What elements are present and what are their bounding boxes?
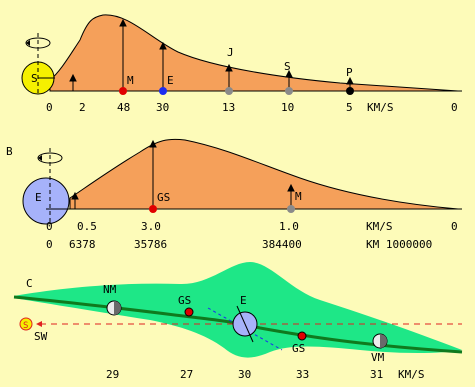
speed-arrows-b [71,139,295,209]
label-earth: E [240,294,247,307]
speed-arrows-a [69,18,354,91]
earth-label: E [35,191,42,204]
moon-dot [287,205,295,213]
speed-label: 30 [238,368,251,381]
panel-b: B E GS M 0 0.5 3.0 1.0 KM/S 0 0 6378 357… [6,138,462,251]
speed-unit: KM/S [398,368,425,381]
speed-label: 2 [79,101,86,114]
label-new-moon: NM [103,283,117,296]
planet-saturn-dot [285,87,293,95]
speed-label: 13 [222,101,235,114]
speed-label: 30 [156,101,169,114]
sun-symbol-letter: S [23,321,28,331]
planet-label-mercury: M [127,74,134,87]
speed-label: 33 [296,368,309,381]
planet-jupiter-dot [225,87,233,95]
origin-label-b: 0 [46,220,53,233]
planet-label-earth: E [167,74,174,87]
planet-earth-dot [159,87,167,95]
earth-tilt-line [236,305,254,343]
sun-symbol-icon [19,317,33,331]
planet-pluto-dot [346,87,354,95]
solar-wind-label: SW [34,330,48,343]
solar-wind-arrow [36,321,42,327]
panel-label-c: C [26,277,33,290]
distance-label: 384400 [262,238,302,251]
geostationary-dot-left [184,307,194,317]
planet-mercury-dot [119,87,127,95]
planet-label-saturn: S [284,60,291,73]
speed-label: 0 [451,101,458,114]
full-moon-shadow [380,334,387,348]
speed-label: 3.0 [141,220,161,233]
distance-label: 0 [46,238,53,251]
earth-circle [22,177,70,225]
new-moon-shadow [114,301,121,315]
label-gs-right: GS [292,342,305,355]
speed-curve-fill-a [49,14,459,92]
speed-label: 1.0 [279,220,299,233]
speed-label: 29 [106,368,119,381]
rotation-arrow-b [38,155,42,161]
speed-label: 0 [451,220,458,233]
speed-unit: KM/S [366,220,393,233]
magnetosphere-band [14,262,462,358]
point-label-gs: GS [157,191,170,204]
label-full-moon: VM [371,351,385,364]
point-label-moon: M [295,190,302,203]
panel-a: S M E J S P 0 2 48 30 13 10 5 KM/S 0 [21,14,462,114]
speed-label: 48 [117,101,130,114]
speed-unit: KM/S [367,101,394,114]
label-gs-left: GS [178,294,191,307]
speed-label: 5 [346,101,353,114]
speed-label: 27 [180,368,193,381]
planet-label-pluto: P [346,66,353,79]
speed-curve-fill-b [69,138,459,210]
rotation-arrow-a [26,40,30,46]
distance-label: 6378 [69,238,96,251]
panel-label-b: B [6,145,13,158]
origin-label-a: 0 [46,101,53,114]
speed-label: 10 [281,101,294,114]
planet-label-jupiter: J [227,46,234,59]
speed-label: 31 [370,368,383,381]
speed-label: 0.5 [77,220,97,233]
distance-label: 35786 [134,238,167,251]
distance-unit: KM 1000000 [366,238,432,251]
sun-label: S [31,72,38,85]
geostationary-dot-right [297,331,307,341]
panel-c: C S SW NM GS E GS VM 29 27 30 33 31 KM/S [13,262,463,381]
geostationary-dot [149,205,157,213]
